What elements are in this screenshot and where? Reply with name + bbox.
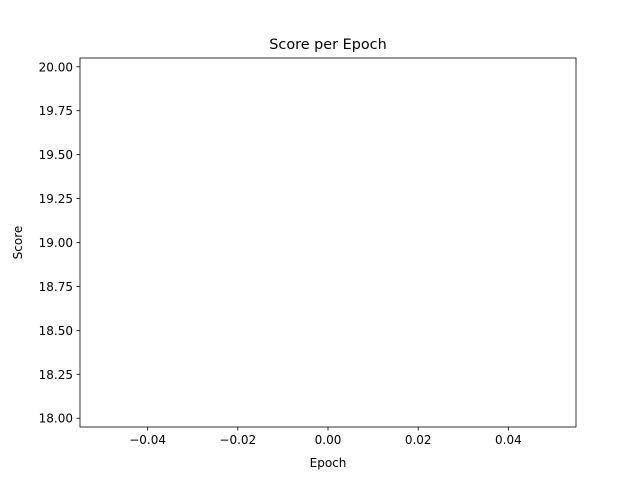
y-axis-label: Score — [11, 226, 25, 260]
y-tick-label: 18.25 — [39, 368, 73, 382]
y-tick-label: 19.50 — [39, 148, 73, 162]
x-axis-label: Epoch — [310, 456, 347, 470]
y-tick-label: 19.25 — [39, 192, 73, 206]
x-tick-label: 0.04 — [495, 433, 522, 447]
plot-area-frame — [79, 57, 577, 428]
y-tick-label: 18.75 — [39, 280, 73, 294]
x-axis-ticks: −0.04 −0.02 0.00 0.02 0.04 — [129, 427, 522, 447]
x-tick-label: −0.04 — [129, 433, 166, 447]
y-axis-ticks: 18.00 18.25 18.50 18.75 19.00 19.25 19.50 19.75… — [39, 60, 80, 426]
y-tick-label: 18.50 — [39, 324, 73, 338]
y-tick-label: 18.00 — [39, 412, 73, 426]
y-tick-label: 19.00 — [39, 236, 73, 250]
chart-title: Score per Epoch — [269, 37, 386, 53]
x-tick-label: −0.02 — [219, 433, 256, 447]
y-tick-label: 19.75 — [39, 104, 73, 118]
x-tick-label: 0.00 — [315, 433, 342, 447]
x-tick-label: 0.02 — [405, 433, 432, 447]
y-tick-label: 20.00 — [39, 60, 73, 74]
